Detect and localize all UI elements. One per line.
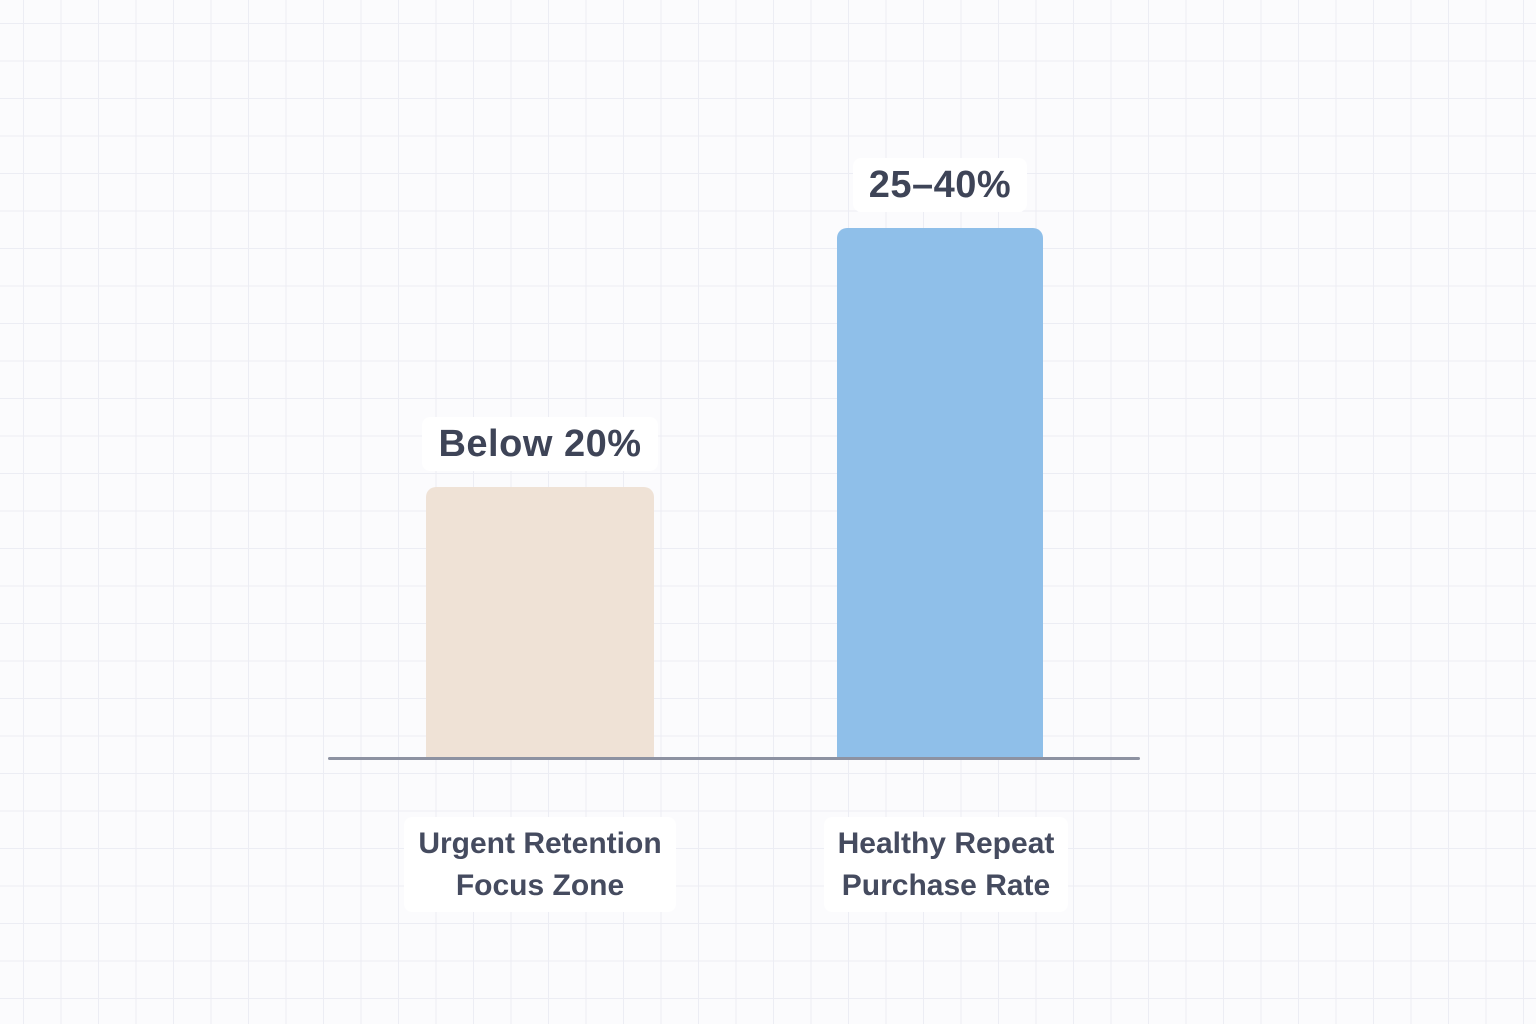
bar-healthy-repeat: [837, 228, 1043, 760]
category-label-urgent: Urgent Retention Focus Zone: [370, 776, 710, 913]
x-axis-line: [328, 757, 1140, 760]
bar-value-label-urgent: Below 20%: [380, 417, 700, 471]
category-label-healthy: Healthy Repeat Purchase Rate: [776, 776, 1116, 913]
bar-urgent-retention: [426, 487, 654, 760]
bar-value-label-healthy: 25–40%: [780, 158, 1100, 212]
